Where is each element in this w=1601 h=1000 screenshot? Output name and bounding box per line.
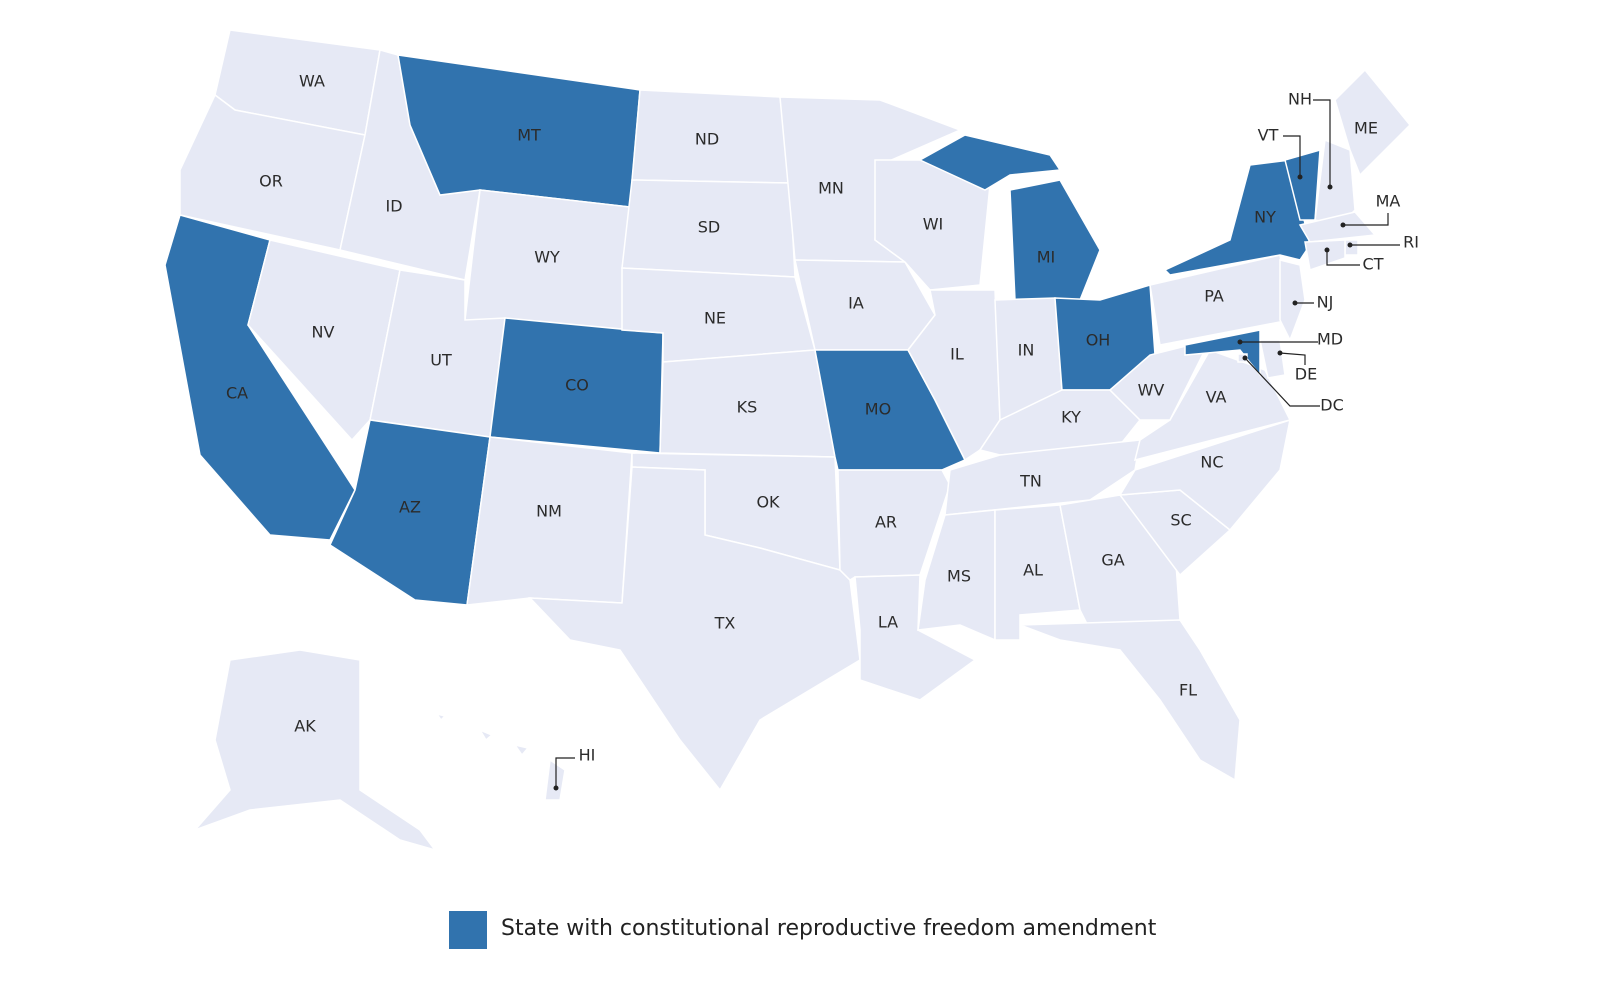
state-label: AZ [399,498,421,517]
state-label: WA [299,72,325,91]
state-label: DE [1295,365,1317,384]
leader-line [1313,99,1331,187]
state-shape [1304,239,1346,271]
state-label: FL [1179,681,1197,700]
state-label: OR [259,172,283,191]
leader-dot [1347,242,1353,248]
leader-dot [1237,339,1243,345]
state-shape [1019,619,1241,782]
state-shape [435,712,447,722]
leader-dot [553,785,559,791]
state-label: WY [534,248,560,267]
state-label: VT [1258,126,1279,145]
state-label: DC [1320,396,1344,415]
state-shape [478,728,494,742]
state-label: RI [1403,233,1419,252]
state-label: ND [695,130,719,149]
state-label: AR [875,513,897,532]
state-shape [544,758,566,801]
state-label: KY [1061,408,1081,427]
state-label: NE [704,309,726,328]
state-label: NY [1254,208,1276,227]
leader-line [1244,357,1320,407]
state-label: HI [579,746,596,765]
state-label: CA [226,384,248,403]
state-label: MS [947,567,971,586]
states [164,29,1412,852]
legend-label: State with constitutional reproductive f… [501,916,1157,941]
state-label: AK [294,717,316,736]
state-shape [1334,68,1412,177]
leader-line [555,757,575,788]
state-label: IN [1018,341,1035,360]
state-label: GA [1101,551,1124,570]
legend-swatch [449,911,487,949]
state-label: VA [1206,388,1227,407]
state-label: MD [1317,330,1343,349]
leader-dot [1327,184,1333,190]
state-label: CT [1363,255,1384,274]
state-label: IA [848,294,864,313]
state-shape [1314,138,1356,226]
state-label: SC [1170,511,1191,530]
state-label: UT [430,351,452,370]
state-shape [247,239,401,442]
state-shape [194,649,437,852]
state-label: MA [1376,192,1401,211]
state-label: MO [865,400,891,419]
state-label: ME [1354,119,1378,138]
state-label: NM [536,502,562,521]
state-shape [466,436,633,606]
leader-dot [1340,222,1346,228]
state-label: MN [818,179,844,198]
state-label: NH [1288,90,1312,109]
leader-lines [553,99,1400,791]
state-label: LA [878,613,898,632]
state-label: KS [737,398,758,417]
state-shape [1344,239,1359,256]
state-label: NC [1200,453,1223,472]
state-label: TX [714,614,736,633]
leader-dot [1242,355,1248,361]
state-shape [528,466,861,792]
leader-dot [1324,247,1330,253]
state-shape [1163,159,1311,276]
state-label: NV [312,323,335,342]
state-label: ID [385,197,402,216]
state-shape [513,743,530,757]
state-shape [1259,339,1286,379]
state-labels: WA OR CA NV ID MT WY UT AZ CO NM ND SD NE KS OK TX MN IA MO… [226,72,1419,765]
state-label: NJ [1317,293,1334,312]
state-label: TN [1019,472,1042,491]
state-shape [794,259,936,351]
state-label: OK [756,493,780,512]
state-label: MT [517,126,541,145]
leader-dot [1277,350,1283,356]
state-label: CO [565,376,589,395]
state-label: PA [1204,287,1224,306]
state-label: SD [698,218,720,237]
leader-line [1283,135,1301,177]
leader-line [1326,250,1360,266]
state-label: AL [1023,561,1043,580]
state-label: OH [1086,331,1111,350]
leader-dot [1292,300,1298,306]
state-shape [854,574,977,701]
leader-line [1343,213,1389,226]
state-shape [918,134,1062,191]
leader-line [1279,352,1306,365]
state-label: IL [950,345,964,364]
state-label: WV [1138,381,1165,400]
state-shape [1108,338,1212,421]
state-shape [1009,179,1101,301]
state-label: WI [923,215,944,234]
state-shape [1298,211,1377,243]
leader-dot [1297,174,1303,180]
state-label: MI [1037,248,1056,267]
state-shape [1279,259,1306,342]
